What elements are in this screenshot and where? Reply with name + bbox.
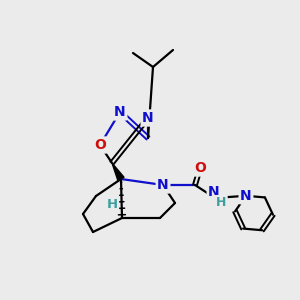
Text: N: N	[240, 189, 252, 203]
Text: N: N	[157, 178, 169, 192]
Text: H: H	[106, 199, 118, 212]
Text: N: N	[142, 111, 154, 125]
Polygon shape	[112, 163, 124, 181]
Text: O: O	[194, 161, 206, 175]
Text: O: O	[94, 138, 106, 152]
Text: N: N	[208, 185, 220, 199]
Text: N: N	[114, 105, 126, 119]
Text: H: H	[216, 196, 226, 209]
